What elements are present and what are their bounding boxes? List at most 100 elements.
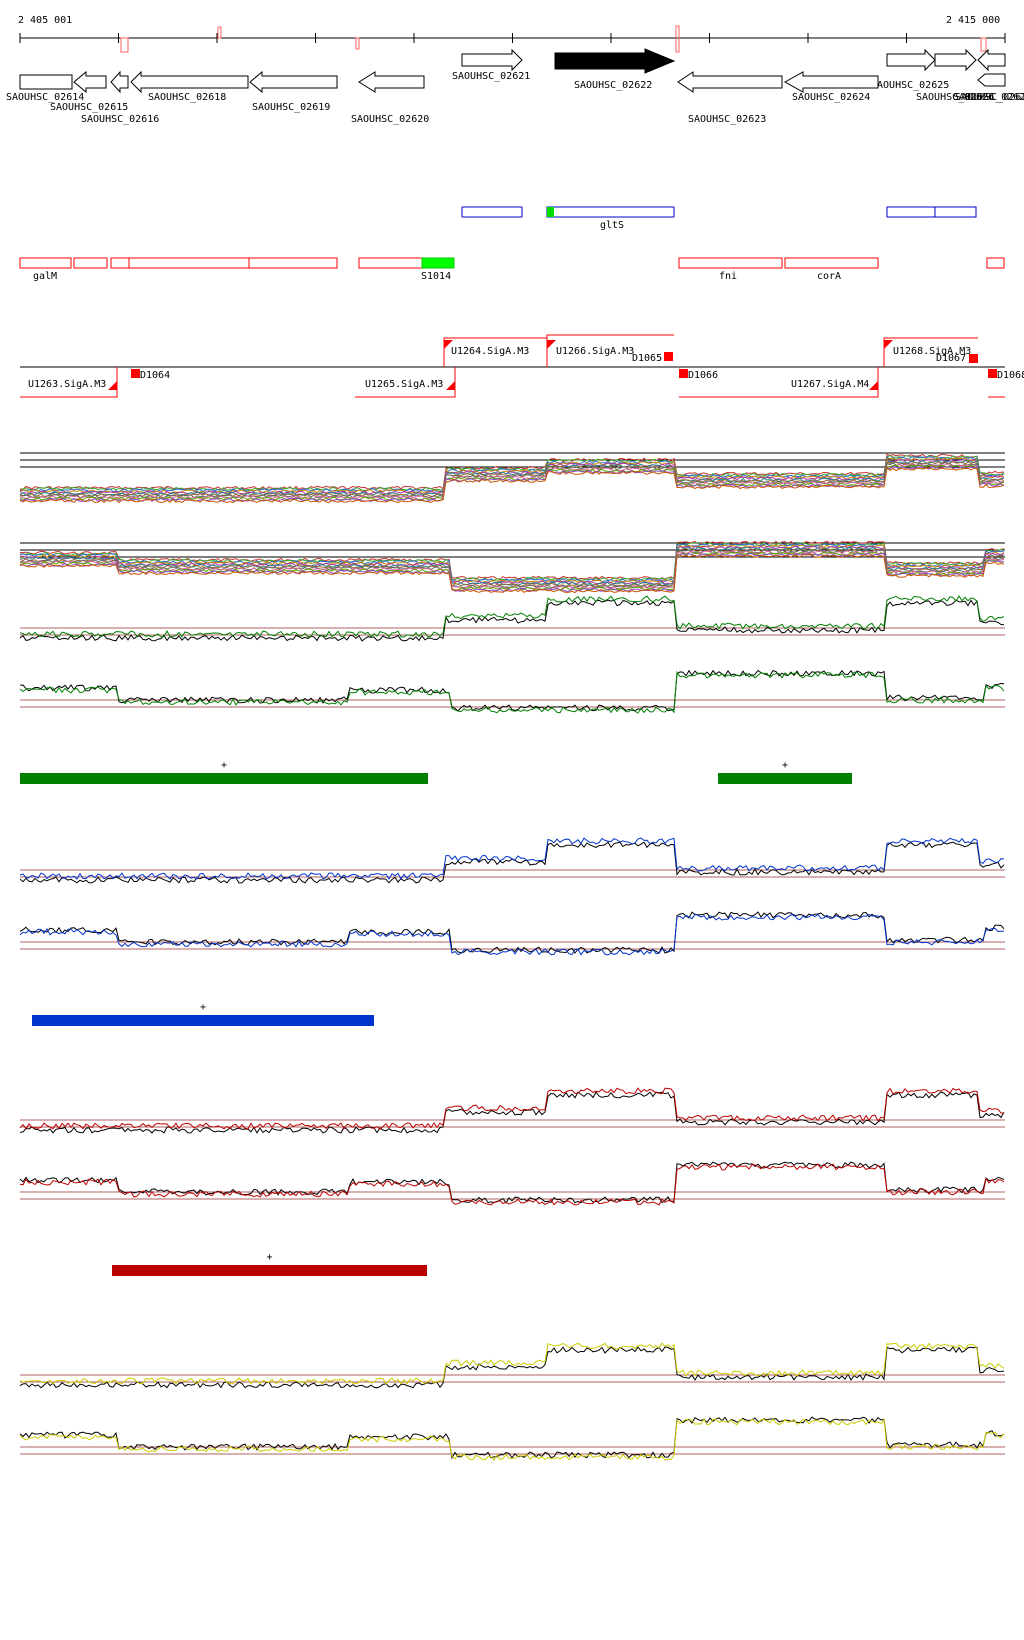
tu-forward-lines xyxy=(443,334,978,367)
downshift-label: D1065 xyxy=(632,353,662,364)
condition-panel: + xyxy=(19,1087,1005,1276)
segment-mark: + xyxy=(782,760,788,771)
gene-label: SAOUHSC_02620 xyxy=(351,114,429,125)
gene-reverse[interactable]: SAOUHSC_02615 xyxy=(50,70,128,113)
feature-label-fni: fni xyxy=(719,271,737,282)
gene-label: SAOUHSC_02627 xyxy=(955,92,1024,103)
forward-feature[interactable] xyxy=(886,206,936,218)
condition-panel: + + xyxy=(19,595,1005,784)
forward-profile-line xyxy=(19,595,1005,638)
gene-label: SAOUHSC_02624 xyxy=(792,92,870,103)
tu-flags xyxy=(108,340,893,390)
condition-profile-line xyxy=(19,554,1005,594)
reverse-feature[interactable] xyxy=(110,257,130,269)
reverse-profile-line xyxy=(19,911,1005,954)
gene-label: SAOUHSC_02626 xyxy=(953,92,1024,103)
condition-panels: + +++ xyxy=(19,595,1005,1461)
tu-label: U1265.SigA.M3 xyxy=(365,379,443,390)
downshift-label: D1067 xyxy=(936,353,966,364)
reverse-profile-line xyxy=(19,1161,1005,1204)
condition-panel xyxy=(19,1342,1005,1461)
expressed-segment-bar[interactable] xyxy=(718,773,852,784)
expressed-segment-bar[interactable] xyxy=(112,1265,427,1276)
gene-reverse[interactable]: SAOUHSC_02616 xyxy=(81,70,159,125)
reverse-feature[interactable] xyxy=(986,257,1005,269)
condition-panel: + xyxy=(19,837,1005,1026)
condition-profile-line xyxy=(19,456,1005,493)
segment-mark: + xyxy=(200,1002,206,1013)
tu-reverse-lines xyxy=(20,367,1005,398)
reverse-profile-line xyxy=(19,670,1005,714)
gene-label: SAOUHSC_02625 xyxy=(871,80,949,91)
gene-label: SAOUHSC_02623 xyxy=(688,114,766,125)
reverse-feature[interactable] xyxy=(73,257,108,269)
feature-label-gltS: gltS xyxy=(600,220,624,231)
gene-label: SAOUHSC_02622 xyxy=(574,80,652,91)
tu-label: U1264.SigA.M3 xyxy=(451,346,529,357)
gene-reverse[interactable]: SAOUHSC_02624 xyxy=(783,71,879,103)
downshift-mark[interactable] xyxy=(664,352,673,361)
downshift-mark[interactable] xyxy=(969,354,978,363)
ruler-start-label: 2 405 001 xyxy=(18,15,72,26)
tu-labels: U1263.SigA.M3 U1264.SigA.M3 U1265.SigA.M… xyxy=(28,346,971,390)
downshift-mark[interactable] xyxy=(988,369,997,378)
forward-features xyxy=(461,206,977,218)
multi-condition-expression-tracks xyxy=(19,452,1005,594)
reverse-feature[interactable] xyxy=(19,257,72,269)
reverse-profile-line xyxy=(19,1418,1005,1461)
condition-profile-line xyxy=(19,462,1005,499)
gene-label: SAOUHSC_02615 xyxy=(50,102,128,113)
forward-profile-line xyxy=(19,1087,1004,1130)
condition-profile-line xyxy=(19,461,1005,498)
downshift-marks xyxy=(131,352,997,378)
downshift-mark[interactable] xyxy=(131,369,140,378)
forward-feature[interactable] xyxy=(461,206,523,218)
condition-profile-line xyxy=(19,551,1004,591)
coordinate-ruler: 2 405 001 2 415 000 xyxy=(18,15,1006,53)
annotation-track: gltS galM S1014 fni corA xyxy=(19,206,1005,282)
gene-forward[interactable]: SAOUHSC_02621 xyxy=(452,48,530,82)
forward-profile-line xyxy=(19,1342,1005,1385)
condition-profile-line xyxy=(19,457,1005,494)
reverse-features xyxy=(19,257,1005,269)
gene-forward[interactable]: SAOUHSC_02625 xyxy=(871,48,949,91)
segment-mark: + xyxy=(267,1252,273,1263)
small-rna-marker[interactable] xyxy=(421,257,455,269)
gene-reverse[interactable]: SAOUHSC_02620 xyxy=(351,71,429,125)
tu-label: U1267.SigA.M4 xyxy=(791,379,869,390)
gene-label: SAOUHSC_02614 xyxy=(6,92,84,103)
gene-label: SAOUHSC_02619 xyxy=(252,102,330,113)
reverse-profile-line xyxy=(19,913,1005,956)
reverse-feature[interactable] xyxy=(784,257,879,269)
reverse-strand-stack xyxy=(19,540,1005,594)
reverse-feature[interactable] xyxy=(128,257,250,269)
condition-profile-line xyxy=(19,464,1005,501)
gene-reverse[interactable]: SAOUHSC_02626 xyxy=(953,48,1024,103)
downshift-mark[interactable] xyxy=(679,369,688,378)
reverse-profile-line xyxy=(19,669,1005,712)
reverse-feature[interactable] xyxy=(248,257,338,269)
gene-reverse[interactable]: SAOUHSC_02619 xyxy=(249,70,338,113)
gene-reverse[interactable]: SAOUHSC_02623 xyxy=(677,71,783,125)
gene-reverse[interactable]: SAOUHSC_02614 xyxy=(6,74,84,103)
tu-label: U1266.SigA.M3 xyxy=(556,346,634,357)
gene-reverse[interactable]: SAOUHSC_02618 xyxy=(130,70,249,103)
forward-profile-line xyxy=(19,599,1005,642)
gene-forward-highlighted[interactable]: SAOUHSC_02622 xyxy=(554,48,676,91)
ruler-end-label: 2 415 000 xyxy=(946,15,1000,26)
reverse-feature[interactable] xyxy=(678,257,783,269)
expressed-segment-bar[interactable] xyxy=(20,773,428,784)
tu-label: U1268.SigA.M3 xyxy=(893,346,971,357)
forward-feature[interactable] xyxy=(546,206,675,218)
expressed-segment-bar[interactable] xyxy=(32,1015,374,1026)
condition-profile-line xyxy=(19,466,1005,504)
gene-forward[interactable]: SAOUHSC_02627 xyxy=(955,73,1024,103)
condition-profile-line xyxy=(19,543,1005,583)
gene-track: SAOUHSC_02621 SAOUHSC_02622 SAOUHSC_0262… xyxy=(6,48,1024,125)
forward-feature[interactable] xyxy=(934,206,977,218)
gene-forward[interactable]: SAOUHSC_02626 xyxy=(916,48,994,103)
reverse-feature[interactable] xyxy=(358,257,425,269)
downshift-label: D1064 xyxy=(140,370,170,381)
condition-profile-line xyxy=(19,546,1005,586)
tu-label: U1263.SigA.M3 xyxy=(28,379,106,390)
